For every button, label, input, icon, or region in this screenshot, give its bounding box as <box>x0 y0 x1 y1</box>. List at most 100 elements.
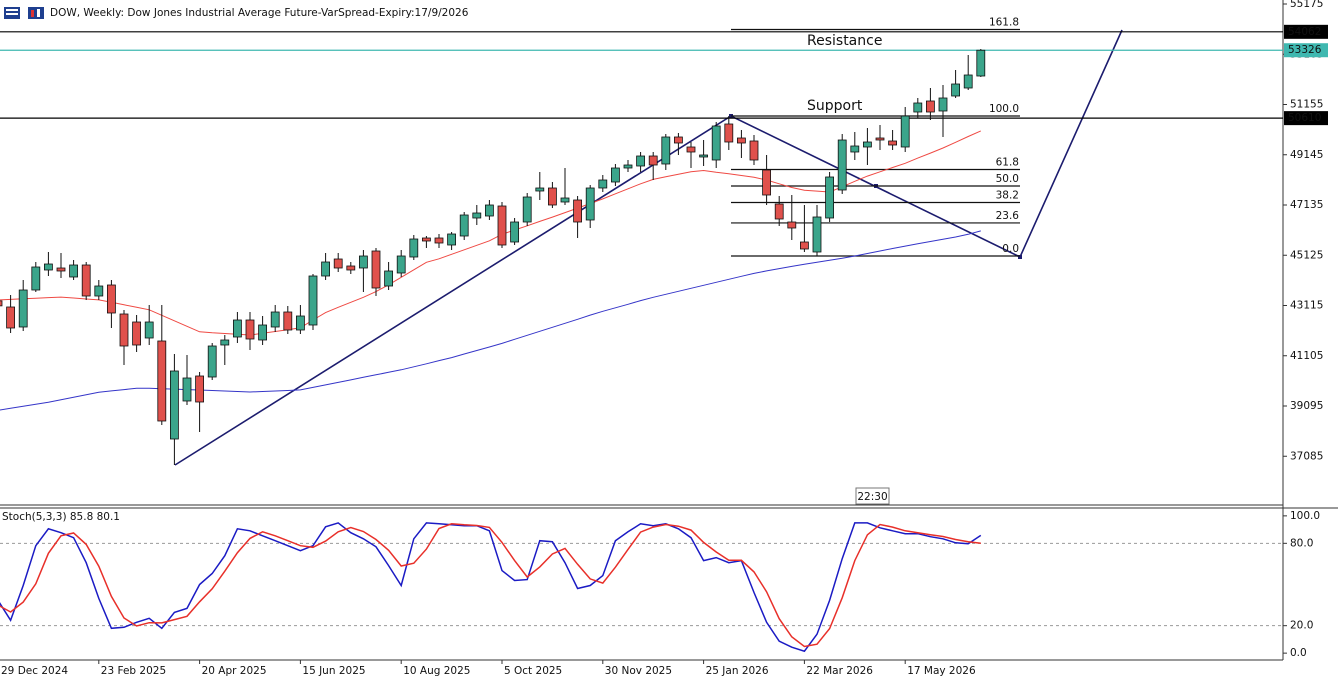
candle-body <box>434 237 444 244</box>
candle-body <box>497 205 507 246</box>
indicator-line <box>0 523 981 648</box>
candle-body <box>951 83 960 97</box>
candle-body <box>220 339 230 346</box>
x-tick-label: 22 Mar 2026 <box>806 665 873 677</box>
fib-label: 100.0 <box>989 103 1019 115</box>
candle-body <box>522 196 532 223</box>
y-tick-label: 80.0 <box>1290 537 1313 549</box>
candle-body <box>623 164 633 169</box>
candle-body <box>421 237 431 242</box>
icon <box>6 9 18 11</box>
candle-body <box>472 212 482 219</box>
candle-body <box>6 306 15 329</box>
x-tick-label: 29 Dec 2024 <box>1 665 68 677</box>
candle-body <box>321 261 331 277</box>
candle-body <box>938 97 948 112</box>
y-tick-label: 51155 <box>1290 99 1323 111</box>
candle-body <box>598 179 608 189</box>
candle-body <box>800 241 809 250</box>
price-tag <box>1284 43 1328 58</box>
candle-body <box>875 137 885 141</box>
time-box: 22:30 <box>855 487 890 505</box>
candle-body <box>195 375 205 403</box>
candle-body <box>510 221 520 243</box>
x-tick-label: 17 May 2026 <box>907 665 976 677</box>
candle-body <box>560 197 570 203</box>
fib-label: 50.0 <box>996 173 1019 185</box>
x-tick-label: 23 Feb 2025 <box>101 665 166 677</box>
price-tag <box>1284 24 1328 39</box>
price-tag-label: 54062 <box>1288 26 1321 38</box>
price-tag-label: 53326 <box>1288 44 1322 56</box>
candle-body <box>157 340 167 422</box>
candle-body <box>44 263 53 271</box>
candle-body <box>459 214 469 237</box>
candle-body <box>762 169 771 196</box>
candle-body <box>976 49 986 77</box>
candle-body <box>144 321 154 339</box>
candle-body <box>850 145 860 153</box>
y-tick-label: 49145 <box>1290 149 1323 161</box>
candle-body <box>573 199 582 223</box>
candle-body <box>0 300 3 307</box>
x-tick-label: 10 Aug 2025 <box>403 665 470 677</box>
candle-body <box>636 155 645 167</box>
candle-body <box>119 313 129 347</box>
candle-body <box>182 377 192 402</box>
candle-body <box>535 187 545 192</box>
candle-body <box>371 250 381 289</box>
candle-body <box>31 266 41 291</box>
y-tick-label: 37085 <box>1290 450 1323 462</box>
y-tick-label: 55175 <box>1290 0 1323 10</box>
indicator <box>0 522 1283 653</box>
annotation: Support <box>807 98 863 114</box>
candle-body <box>107 284 116 314</box>
candle-body <box>963 74 973 89</box>
candle-body <box>69 264 78 278</box>
candles: 161.8 100.0 61.8 50.0 38.2 23.6 0.0 <box>0 16 1283 465</box>
y-tick-label: 20.0 <box>1290 620 1313 632</box>
candle-body <box>308 275 318 326</box>
x-tick-label: 30 Nov 2025 <box>605 665 672 677</box>
icon <box>31 10 34 17</box>
x-tick-label: 15 Jun 2025 <box>302 665 365 677</box>
candle-body <box>648 155 658 166</box>
candle-body <box>737 137 746 144</box>
y-tick-label: 43115 <box>1290 300 1323 312</box>
y-tick-label: 0.0 <box>1290 647 1307 659</box>
candle-body <box>585 187 595 221</box>
candle-body <box>661 136 671 165</box>
x-tick-label: 5 Oct 2025 <box>504 665 562 677</box>
candle-body <box>207 345 217 378</box>
icon <box>28 7 44 19</box>
fib-label: 61.8 <box>996 156 1019 168</box>
candle-body <box>711 125 721 161</box>
candle-body <box>913 102 923 113</box>
y-tick-label: 100.0 <box>1290 510 1320 522</box>
candle-body <box>169 370 179 440</box>
candle-body <box>699 154 708 158</box>
candle-body <box>245 319 255 340</box>
fib-label: 23.6 <box>996 210 1020 222</box>
candle-body <box>686 146 696 153</box>
candle-body <box>774 203 784 220</box>
candle-body <box>333 258 343 269</box>
icon <box>6 13 18 15</box>
candle-body <box>270 311 280 328</box>
candle-body <box>484 204 494 217</box>
candle-body <box>888 140 897 146</box>
candle-body <box>396 255 406 274</box>
candle-body <box>384 270 394 287</box>
price-tag-label: 50610 <box>1288 112 1321 124</box>
candle-body <box>787 221 797 229</box>
candle-body <box>548 187 557 206</box>
candle-body <box>358 255 368 269</box>
time-box-frame <box>855 487 890 505</box>
candle-body <box>258 324 268 341</box>
candle-body <box>295 315 305 331</box>
fib-label: 161.8 <box>989 16 1019 28</box>
header-icons <box>4 7 44 19</box>
